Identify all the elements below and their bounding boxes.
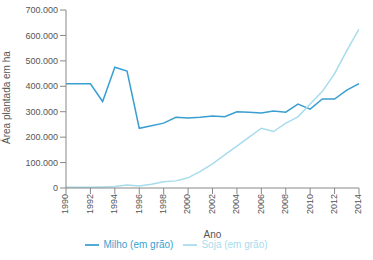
svg-text:700.000: 700.000 [25,5,58,15]
svg-text:100.000: 100.000 [25,158,58,168]
svg-text:Ano: Ano [204,229,222,240]
svg-text:1996: 1996 [134,194,144,214]
svg-text:1998: 1998 [158,194,168,214]
svg-text:0: 0 [53,183,58,193]
svg-text:2012: 2012 [329,194,339,214]
svg-text:2014: 2014 [353,194,363,214]
svg-text:2010: 2010 [305,194,315,214]
svg-text:300.000: 300.000 [25,107,58,117]
svg-text:Área plantada em ha: Área plantada em ha [8,51,12,144]
svg-text:1992: 1992 [85,194,95,214]
svg-text:400.000: 400.000 [25,81,58,91]
svg-text:1994: 1994 [109,194,119,214]
svg-text:2000: 2000 [182,194,192,214]
html-text:Soja (em grão): Soja (em grão) [201,238,268,250]
html-text:Milho (em grão): Milho (em grão) [103,238,174,250]
svg-text:1990: 1990 [60,194,70,214]
svg-text:2004: 2004 [231,194,241,214]
svg-text:2008: 2008 [280,194,290,214]
svg-text:500.000: 500.000 [25,56,58,66]
svg-text:200.000: 200.000 [25,132,58,142]
svg-text:600.000: 600.000 [25,31,58,41]
svg-text:2002: 2002 [207,194,217,214]
svg-text:2006: 2006 [256,194,266,214]
